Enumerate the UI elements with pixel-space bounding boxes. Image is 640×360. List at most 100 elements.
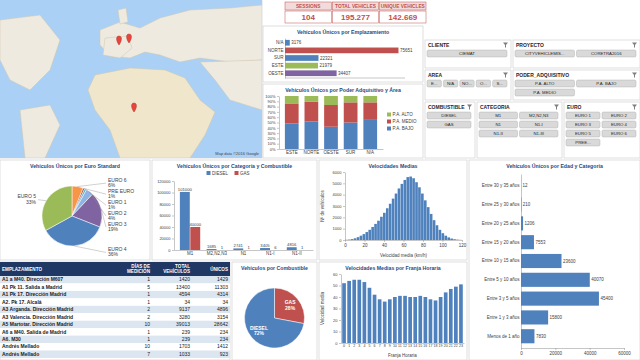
filter-item[interactable]: M1 [479, 112, 518, 119]
filter-label[interactable]: P.A. MEDIO [533, 90, 557, 95]
filter-label[interactable]: O... [480, 81, 487, 86]
filter-label[interactable]: N1-I [535, 122, 543, 127]
filter-button[interactable] [479, 130, 518, 137]
tick-label: 70% [267, 110, 275, 115]
filter-item[interactable]: N1-II [479, 130, 518, 137]
filter-button[interactable] [602, 112, 636, 119]
filter-label[interactable]: CITYVEHICLEMIS... [525, 51, 564, 56]
filter-label[interactable]: P.A. BAJO [596, 81, 617, 86]
filter-button[interactable] [566, 130, 600, 137]
filter-button[interactable] [520, 121, 559, 128]
filter-icon[interactable] [503, 73, 508, 78]
filter-label[interactable]: N/A [447, 81, 454, 86]
filter-label[interactable]: N1-II [494, 131, 503, 136]
filter-item[interactable]: EURO 2 [602, 112, 636, 119]
filter-button[interactable] [566, 139, 600, 146]
tick-mark [443, 240, 444, 242]
filter-item[interactable]: EURO 4 [602, 121, 636, 128]
filter-label[interactable]: S... [497, 81, 503, 86]
histogram-bar [421, 194, 424, 240]
filter-button[interactable] [566, 121, 600, 128]
filter-button[interactable] [479, 112, 518, 119]
filter-button[interactable] [577, 80, 637, 87]
filter-item[interactable]: N/A [443, 80, 457, 87]
filter-button[interactable] [427, 112, 471, 119]
filter-item[interactable]: S... [493, 80, 507, 87]
filter-icon[interactable] [467, 105, 472, 110]
filter-button[interactable] [515, 89, 575, 96]
filter-icon[interactable] [632, 105, 637, 110]
filter-label[interactable]: GAS [444, 122, 453, 127]
filter-label[interactable]: EURO 4 [611, 122, 628, 127]
filter-item[interactable]: DIESEL [427, 112, 471, 119]
tick: 60 [401, 240, 407, 248]
filter-label[interactable]: EURO 6 [611, 131, 628, 136]
filter-item[interactable]: P.A. BAJO [577, 80, 637, 87]
bars [285, 96, 377, 149]
filter-item[interactable]: EURO 3 [566, 121, 600, 128]
filter-item[interactable]: E... [427, 80, 441, 87]
histogram-bar [368, 230, 371, 240]
filter-label[interactable]: PREE... [575, 140, 590, 145]
filter-button[interactable] [520, 130, 559, 137]
filter-button[interactable] [476, 80, 490, 87]
filter-label[interactable]: DIESEL [441, 113, 457, 118]
filter-item[interactable]: PREE... [566, 139, 600, 146]
filter-label[interactable]: N1-III [533, 131, 544, 136]
filter-item[interactable]: P.A. ALTO [515, 80, 575, 87]
filter-item[interactable]: CIEMAT [427, 50, 507, 57]
filter-label[interactable]: CORETRA2016 [591, 51, 622, 56]
filter-item[interactable]: O... [476, 80, 490, 87]
filter-icon[interactable] [632, 43, 637, 48]
filter-icon[interactable] [503, 43, 508, 48]
filter-item[interactable]: N1-III [520, 130, 559, 137]
filter-item[interactable]: NO... [460, 80, 474, 87]
filter-icon[interactable] [554, 105, 559, 110]
filter-item[interactable]: N1 [479, 121, 518, 128]
filter-item[interactable]: CITYVEHICLEMIS... [515, 50, 575, 57]
tick: 9 [389, 343, 391, 348]
filter-icon[interactable] [632, 73, 637, 78]
filter-label[interactable]: M2,N2,N3 [529, 113, 549, 118]
filter-button[interactable] [515, 50, 575, 57]
tick: 70% [267, 110, 279, 115]
filter-button[interactable] [460, 80, 474, 87]
bars [345, 177, 462, 240]
filter-item[interactable]: M2,N2,N3 [520, 112, 559, 119]
filter-button[interactable] [602, 130, 636, 137]
tick-label: SUR [274, 55, 284, 60]
filter-button[interactable] [479, 121, 518, 128]
filter-label[interactable]: N1 [496, 122, 502, 127]
filter-button[interactable] [515, 80, 575, 87]
filter-label[interactable]: EURO 2 [611, 113, 628, 118]
filter-label[interactable]: EURO 1 [575, 113, 592, 118]
filter-item[interactable]: GAS [427, 121, 471, 128]
filter-button[interactable] [602, 121, 636, 128]
filter-label[interactable]: EURO 3 [575, 122, 592, 127]
filter-item[interactable]: EURO 5 [566, 130, 600, 137]
filter-label[interactable]: P.A. ALTO [535, 81, 555, 86]
filter-item[interactable]: P.A. MEDIO [515, 89, 575, 96]
filter-label[interactable]: M1 [495, 113, 502, 118]
filter-label[interactable]: CIEMAT [459, 51, 475, 56]
filter-label[interactable]: E... [431, 81, 437, 86]
filter-button[interactable] [577, 50, 637, 57]
filter-button[interactable] [493, 80, 507, 87]
filter-item[interactable]: N1-I [520, 121, 559, 128]
filter-button[interactable] [427, 80, 441, 87]
filter-item[interactable]: EURO 6 [602, 130, 636, 137]
pie-slice [245, 288, 304, 348]
tick-label: 16 [423, 344, 427, 348]
filter-label[interactable]: NO... [462, 81, 472, 86]
filter-item[interactable]: CORETRA2016 [577, 50, 637, 57]
column-header: ÚNICOS [210, 266, 228, 272]
filter-button[interactable] [566, 112, 600, 119]
filter-button[interactable] [427, 121, 471, 128]
filter-button[interactable] [443, 80, 457, 87]
filter-button[interactable] [520, 112, 559, 119]
filter-item[interactable]: EURO 1 [566, 112, 600, 119]
filter-label[interactable]: EURO 5 [575, 131, 592, 136]
tick-label: 0 [335, 341, 338, 346]
table-cell: A1 Pk 11. Salida a Madrid [2, 284, 62, 290]
filter-button[interactable] [427, 50, 507, 57]
